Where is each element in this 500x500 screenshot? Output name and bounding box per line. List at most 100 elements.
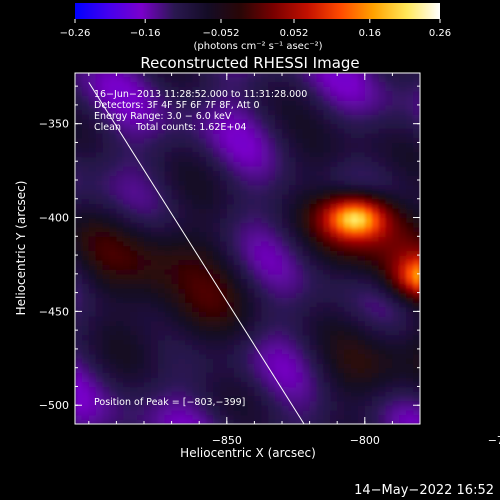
heatmap-cell	[268, 86, 276, 92]
heatmap-cell	[413, 334, 420, 341]
heatmap-cell	[102, 334, 111, 341]
x-tick-label: −850	[212, 434, 242, 447]
heatmap-cell	[385, 278, 393, 284]
heatmap-cell	[413, 133, 420, 139]
heatmap-cell	[130, 81, 138, 87]
heatmap-cell	[247, 255, 255, 261]
heatmap-cell	[316, 283, 324, 289]
heatmap-cell	[240, 292, 249, 298]
heatmap-cell	[316, 95, 324, 101]
heatmap-cell	[371, 114, 380, 120]
heatmap-cell	[123, 381, 131, 388]
heatmap-cell	[268, 297, 276, 303]
heatmap-cell	[192, 109, 200, 115]
heatmap-cell	[295, 316, 304, 322]
heatmap-cell	[150, 348, 159, 355]
heatmap-cell	[282, 161, 290, 167]
heatmap-cell	[95, 320, 104, 327]
heatmap-cell	[95, 90, 104, 97]
heatmap-cell	[295, 362, 304, 369]
heatmap-cell	[406, 100, 414, 106]
heatmap-cell	[213, 118, 221, 125]
heatmap-cell	[130, 226, 138, 233]
heatmap-cell	[364, 330, 373, 336]
heatmap-cell	[192, 128, 200, 134]
heatmap-cell	[226, 212, 235, 219]
heatmap-cell	[164, 311, 173, 317]
heatmap-cell	[130, 400, 138, 406]
heatmap-cell	[344, 297, 352, 303]
heatmap-cell	[157, 165, 166, 172]
heatmap-cell	[392, 142, 400, 148]
heatmap-cell	[288, 292, 297, 298]
heatmap-cell	[330, 198, 338, 205]
heatmap-cell	[219, 419, 228, 424]
heatmap-cell	[371, 151, 380, 158]
heatmap-cell	[109, 269, 117, 275]
heatmap-cell	[95, 109, 104, 115]
heatmap-cell	[109, 362, 117, 369]
heatmap-cell	[81, 147, 90, 153]
heatmap-cell	[178, 344, 186, 350]
heatmap-cell	[116, 316, 124, 322]
heatmap-cell	[302, 334, 311, 341]
heatmap-cell	[357, 264, 366, 270]
heatmap-cell	[316, 203, 324, 209]
heatmap-cell	[371, 414, 380, 420]
heatmap-cell	[295, 128, 304, 134]
heatmap-cell	[275, 377, 283, 383]
heatmap-cell	[261, 264, 269, 270]
heatmap-cell	[116, 123, 124, 129]
heatmap-cell	[185, 123, 193, 129]
heatmap-cell	[233, 367, 242, 373]
heatmap-cell	[219, 73, 228, 78]
heatmap-cell	[302, 128, 311, 134]
annotation-line: Energy Range: 3.0 − 6.0 keV	[94, 111, 232, 122]
heatmap-cell	[399, 118, 407, 125]
heatmap-cell	[302, 184, 311, 190]
heatmap-cell	[247, 118, 255, 125]
heatmap-cell	[330, 334, 338, 341]
heatmap-cell	[295, 273, 304, 280]
heatmap-cell	[330, 419, 338, 424]
heatmap-cell	[309, 73, 318, 78]
heatmap-cell	[130, 203, 138, 209]
heatmap-cell	[344, 292, 352, 298]
heatmap-cell	[88, 273, 97, 280]
heatmap-cell	[130, 306, 138, 312]
heatmap-cell	[102, 301, 111, 308]
heatmap-cell	[75, 137, 83, 144]
heatmap-cell	[192, 348, 200, 355]
heatmap-cell	[309, 90, 318, 97]
heatmap-cell	[413, 386, 420, 392]
heatmap-cell	[233, 179, 242, 186]
heatmap-cell	[192, 316, 200, 322]
heatmap-cell	[81, 344, 90, 350]
heatmap-cell	[150, 165, 159, 172]
heatmap-cell	[413, 269, 420, 275]
heatmap-cell	[247, 81, 255, 87]
heatmap-cell	[351, 123, 359, 129]
heatmap-cell	[213, 81, 221, 87]
heatmap-cell	[316, 316, 324, 322]
heatmap-cell	[137, 414, 145, 420]
heatmap-cell	[413, 86, 420, 92]
heatmap-cell	[88, 306, 97, 312]
heatmap-cell	[226, 73, 235, 78]
heatmap-cell	[95, 358, 104, 364]
heatmap-cell	[330, 81, 338, 87]
heatmap-cell	[344, 90, 352, 97]
heatmap-cell	[226, 301, 235, 308]
heatmap-cell	[364, 76, 373, 83]
heatmap-cell	[261, 409, 269, 416]
heatmap-cell	[385, 377, 393, 383]
heatmap-cell	[116, 175, 124, 181]
heatmap-cell	[413, 358, 420, 364]
heatmap-cell	[378, 311, 387, 317]
heatmap-cell	[102, 269, 111, 275]
heatmap-cell	[116, 283, 124, 289]
heatmap-cell	[275, 348, 283, 355]
heatmap-cell	[185, 283, 193, 289]
heatmap-cell	[95, 386, 104, 392]
heatmap-cell	[351, 287, 359, 294]
